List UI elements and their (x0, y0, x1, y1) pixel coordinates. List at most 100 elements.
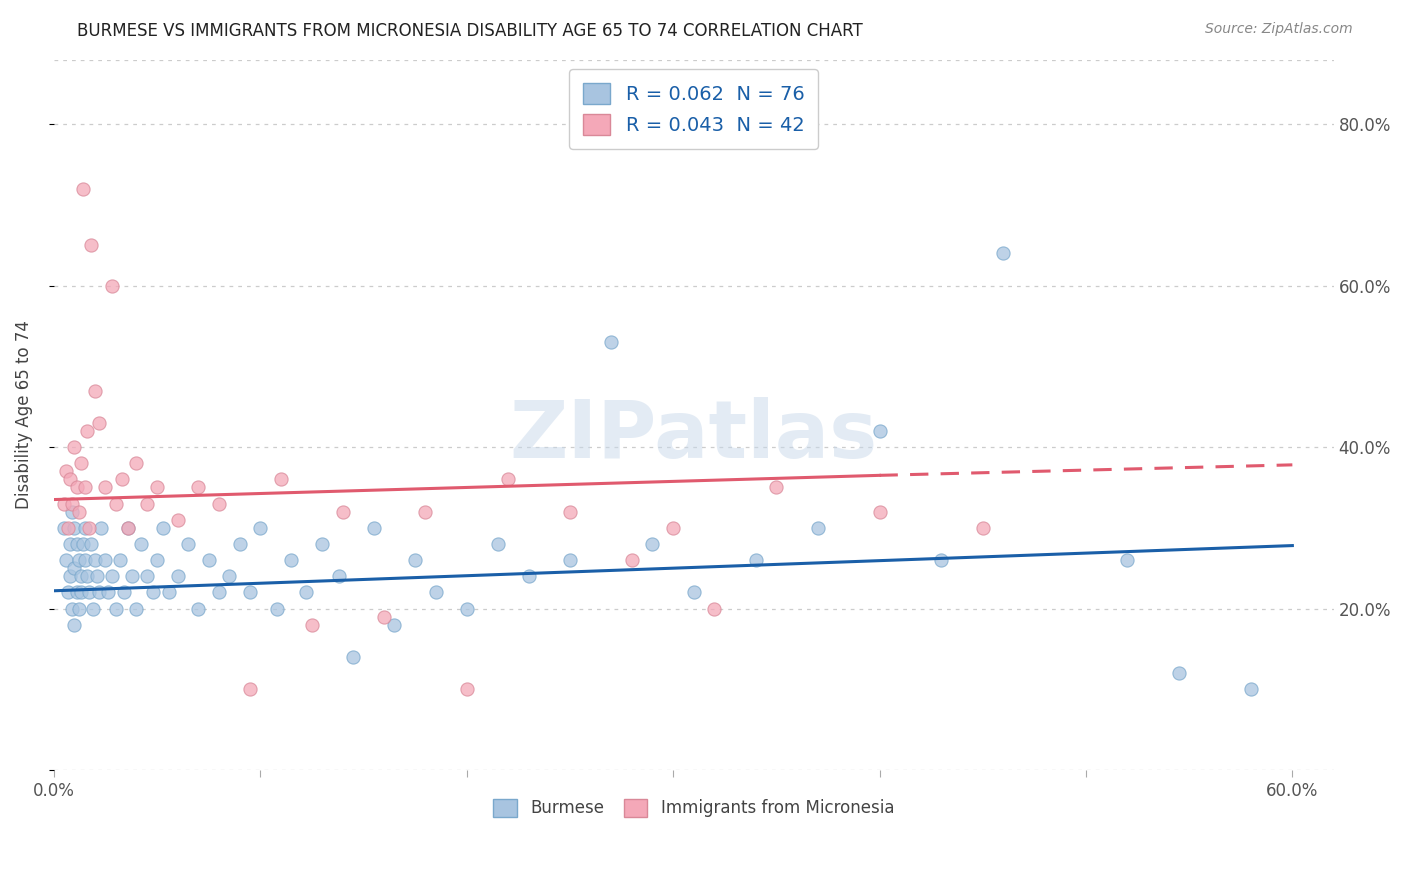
Point (62, 497, 84, 511)
Point (342, 650, 364, 665)
Point (146, 480, 169, 494)
Point (404, 553, 426, 567)
Point (63, 440, 86, 454)
Point (58, 521, 80, 535)
Point (62, 505, 84, 519)
Point (77, 521, 100, 535)
Point (129, 537, 152, 551)
Point (620, 553, 643, 567)
Point (152, 521, 174, 535)
Point (972, 521, 994, 535)
Point (76, 424, 98, 438)
Point (869, 424, 891, 438)
Point (53, 497, 76, 511)
Point (228, 537, 250, 551)
Point (80, 238, 103, 252)
Point (65, 480, 87, 494)
Point (55, 553, 77, 567)
Point (73, 553, 96, 567)
Point (69, 585, 91, 599)
Point (89, 416, 111, 430)
Point (63, 521, 86, 535)
Point (1167, 666, 1189, 681)
Point (100, 569, 122, 583)
Point (384, 617, 406, 632)
Point (558, 505, 581, 519)
Point (142, 585, 165, 599)
Point (1116, 553, 1139, 567)
Point (94, 553, 117, 567)
Point (332, 505, 354, 519)
Point (72, 537, 94, 551)
Point (363, 521, 385, 535)
Point (166, 569, 188, 583)
Point (117, 521, 139, 535)
Point (641, 537, 664, 551)
Point (62, 601, 84, 615)
Point (69, 456, 91, 470)
Point (662, 521, 685, 535)
Point (58, 585, 80, 599)
Point (558, 553, 581, 567)
Point (111, 472, 134, 486)
Point (125, 601, 148, 615)
Point (208, 585, 231, 599)
Point (67, 601, 90, 615)
Point (456, 682, 478, 697)
Point (82, 601, 104, 615)
Point (72, 182, 94, 196)
Legend: Burmese, Immigrants from Micronesia: Burmese, Immigrants from Micronesia (485, 790, 903, 826)
Y-axis label: Disability Age 65 to 74: Disability Age 65 to 74 (15, 320, 32, 509)
Point (311, 537, 333, 551)
Point (135, 497, 157, 511)
Point (125, 456, 148, 470)
Point (744, 553, 766, 567)
Point (294, 585, 316, 599)
Point (65, 537, 87, 551)
Point (496, 472, 519, 486)
Point (425, 585, 447, 599)
Point (187, 601, 209, 615)
Point (301, 617, 323, 632)
Text: Source: ZipAtlas.com: Source: ZipAtlas.com (1205, 22, 1353, 37)
Point (89, 585, 111, 599)
Point (94, 480, 117, 494)
Point (67, 505, 90, 519)
Point (218, 569, 240, 583)
Point (59, 537, 82, 551)
Point (456, 601, 478, 615)
Point (280, 553, 302, 567)
Point (90, 521, 112, 535)
Point (993, 246, 1015, 260)
Point (84, 553, 107, 567)
Point (73, 480, 96, 494)
Point (146, 553, 169, 567)
Text: BURMESE VS IMMIGRANTS FROM MICRONESIA DISABILITY AGE 65 TO 74 CORRELATION CHART: BURMESE VS IMMIGRANTS FROM MICRONESIA DI… (77, 22, 863, 40)
Point (69, 569, 91, 583)
Point (76, 569, 98, 583)
Point (600, 335, 623, 350)
Point (517, 569, 540, 583)
Point (806, 521, 828, 535)
Point (73, 521, 96, 535)
Point (166, 513, 188, 527)
Point (765, 480, 787, 494)
Point (100, 278, 122, 293)
Point (108, 553, 131, 567)
Point (117, 521, 139, 535)
Point (63, 617, 86, 632)
Point (931, 553, 953, 567)
Point (59, 569, 82, 583)
Point (249, 521, 271, 535)
Point (63, 561, 86, 575)
Point (373, 609, 395, 624)
Text: ZIPatlas: ZIPatlas (509, 397, 877, 475)
Point (53, 521, 76, 535)
Point (77, 585, 100, 599)
Point (1240, 682, 1263, 697)
Point (55, 464, 77, 478)
Point (104, 601, 127, 615)
Point (270, 472, 292, 486)
Point (135, 569, 157, 583)
Point (84, 384, 107, 398)
